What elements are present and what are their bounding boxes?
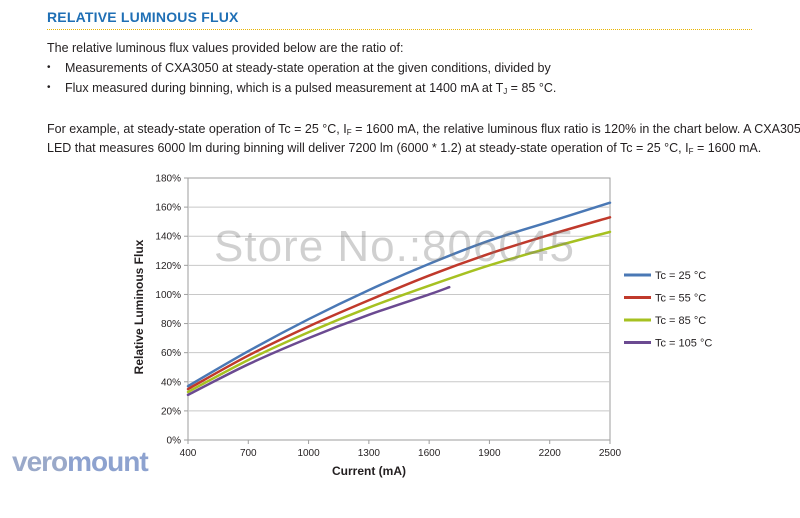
- series-line-3: [186, 285, 451, 397]
- y-tick-label: 140%: [155, 232, 181, 243]
- bullet-glyph: •: [47, 62, 51, 73]
- bullet-text-2: Flux measured during binning, which is a…: [65, 80, 556, 100]
- intro-text: The relative luminous flux values provid…: [47, 41, 404, 55]
- series-line-1: [186, 216, 612, 391]
- x-tick-label: 1000: [297, 448, 320, 459]
- example-line-1: For example, at steady-state operation o…: [47, 121, 800, 141]
- x-tick-label: 1300: [358, 448, 381, 459]
- x-tick-label: 1900: [478, 448, 501, 459]
- section-title: RELATIVE LUMINOUS FLUX: [47, 9, 239, 25]
- bullet2-sub: J: [503, 87, 508, 96]
- example-l2-b: = 1600 mA.: [693, 141, 762, 155]
- example-l2-sub: F: [688, 147, 694, 156]
- y-tick-label: 0%: [167, 436, 182, 447]
- bullet-glyph: •: [47, 82, 51, 93]
- luminous-flux-chart: 0% 20% 40% 60% 80% 100% 120% 140% 160% 180% 400 700…: [132, 174, 712, 479]
- x-axis-label: Current (mA): [332, 464, 406, 478]
- title-divider: [47, 29, 752, 30]
- y-tick-label: 100%: [155, 290, 181, 301]
- legend-label-0: Tc = 25 °C: [655, 270, 706, 282]
- bullet2-post: = 85 °C.: [507, 81, 557, 95]
- series-line-2: [186, 230, 612, 394]
- y-tick-label: 120%: [155, 261, 181, 272]
- x-tick-label: 2200: [539, 448, 562, 459]
- y-tick-label: 60%: [161, 348, 181, 359]
- logo-part-1: vero: [12, 446, 68, 477]
- logo-part-2: mount: [67, 446, 149, 477]
- veromount-logo: veromount: [12, 446, 149, 478]
- bullet-text-1: Measurements of CXA3050 at steady-state …: [65, 61, 551, 75]
- plot-frame: [187, 177, 611, 441]
- watermark: Store No.:806045: [214, 222, 575, 271]
- series-line-0: [186, 201, 612, 388]
- x-tick-label: 700: [240, 448, 257, 459]
- example-l2-a: LED that measures 6000 lm during binning…: [47, 141, 689, 155]
- legend-label-3: Tc = 105 °C: [655, 338, 712, 350]
- y-tick-label: 180%: [155, 174, 181, 185]
- y-tick-label: 40%: [161, 377, 181, 388]
- x-tick-label: 1600: [418, 448, 441, 459]
- example-l1-b: = 1600 mA, the relative luminous flux ra…: [351, 122, 800, 136]
- y-tick-label: 80%: [161, 319, 181, 330]
- x-tick-label: 400: [180, 448, 197, 459]
- legend-label-2: Tc = 85 °C: [655, 315, 706, 327]
- example-l1-a: For example, at steady-state operation o…: [47, 122, 347, 136]
- y-tick-label: 20%: [161, 406, 181, 417]
- y-tick-label: 160%: [155, 203, 181, 214]
- x-tick-label: 2500: [599, 448, 622, 459]
- example-line-2: LED that measures 6000 lm during binning…: [47, 140, 761, 160]
- legend-label-1: Tc = 55 °C: [655, 293, 706, 305]
- bullet2-pre: Flux measured during binning, which is a…: [65, 81, 504, 95]
- example-l1-sub: F: [346, 128, 352, 137]
- y-axis-label: Relative Luminous Flux: [132, 239, 146, 374]
